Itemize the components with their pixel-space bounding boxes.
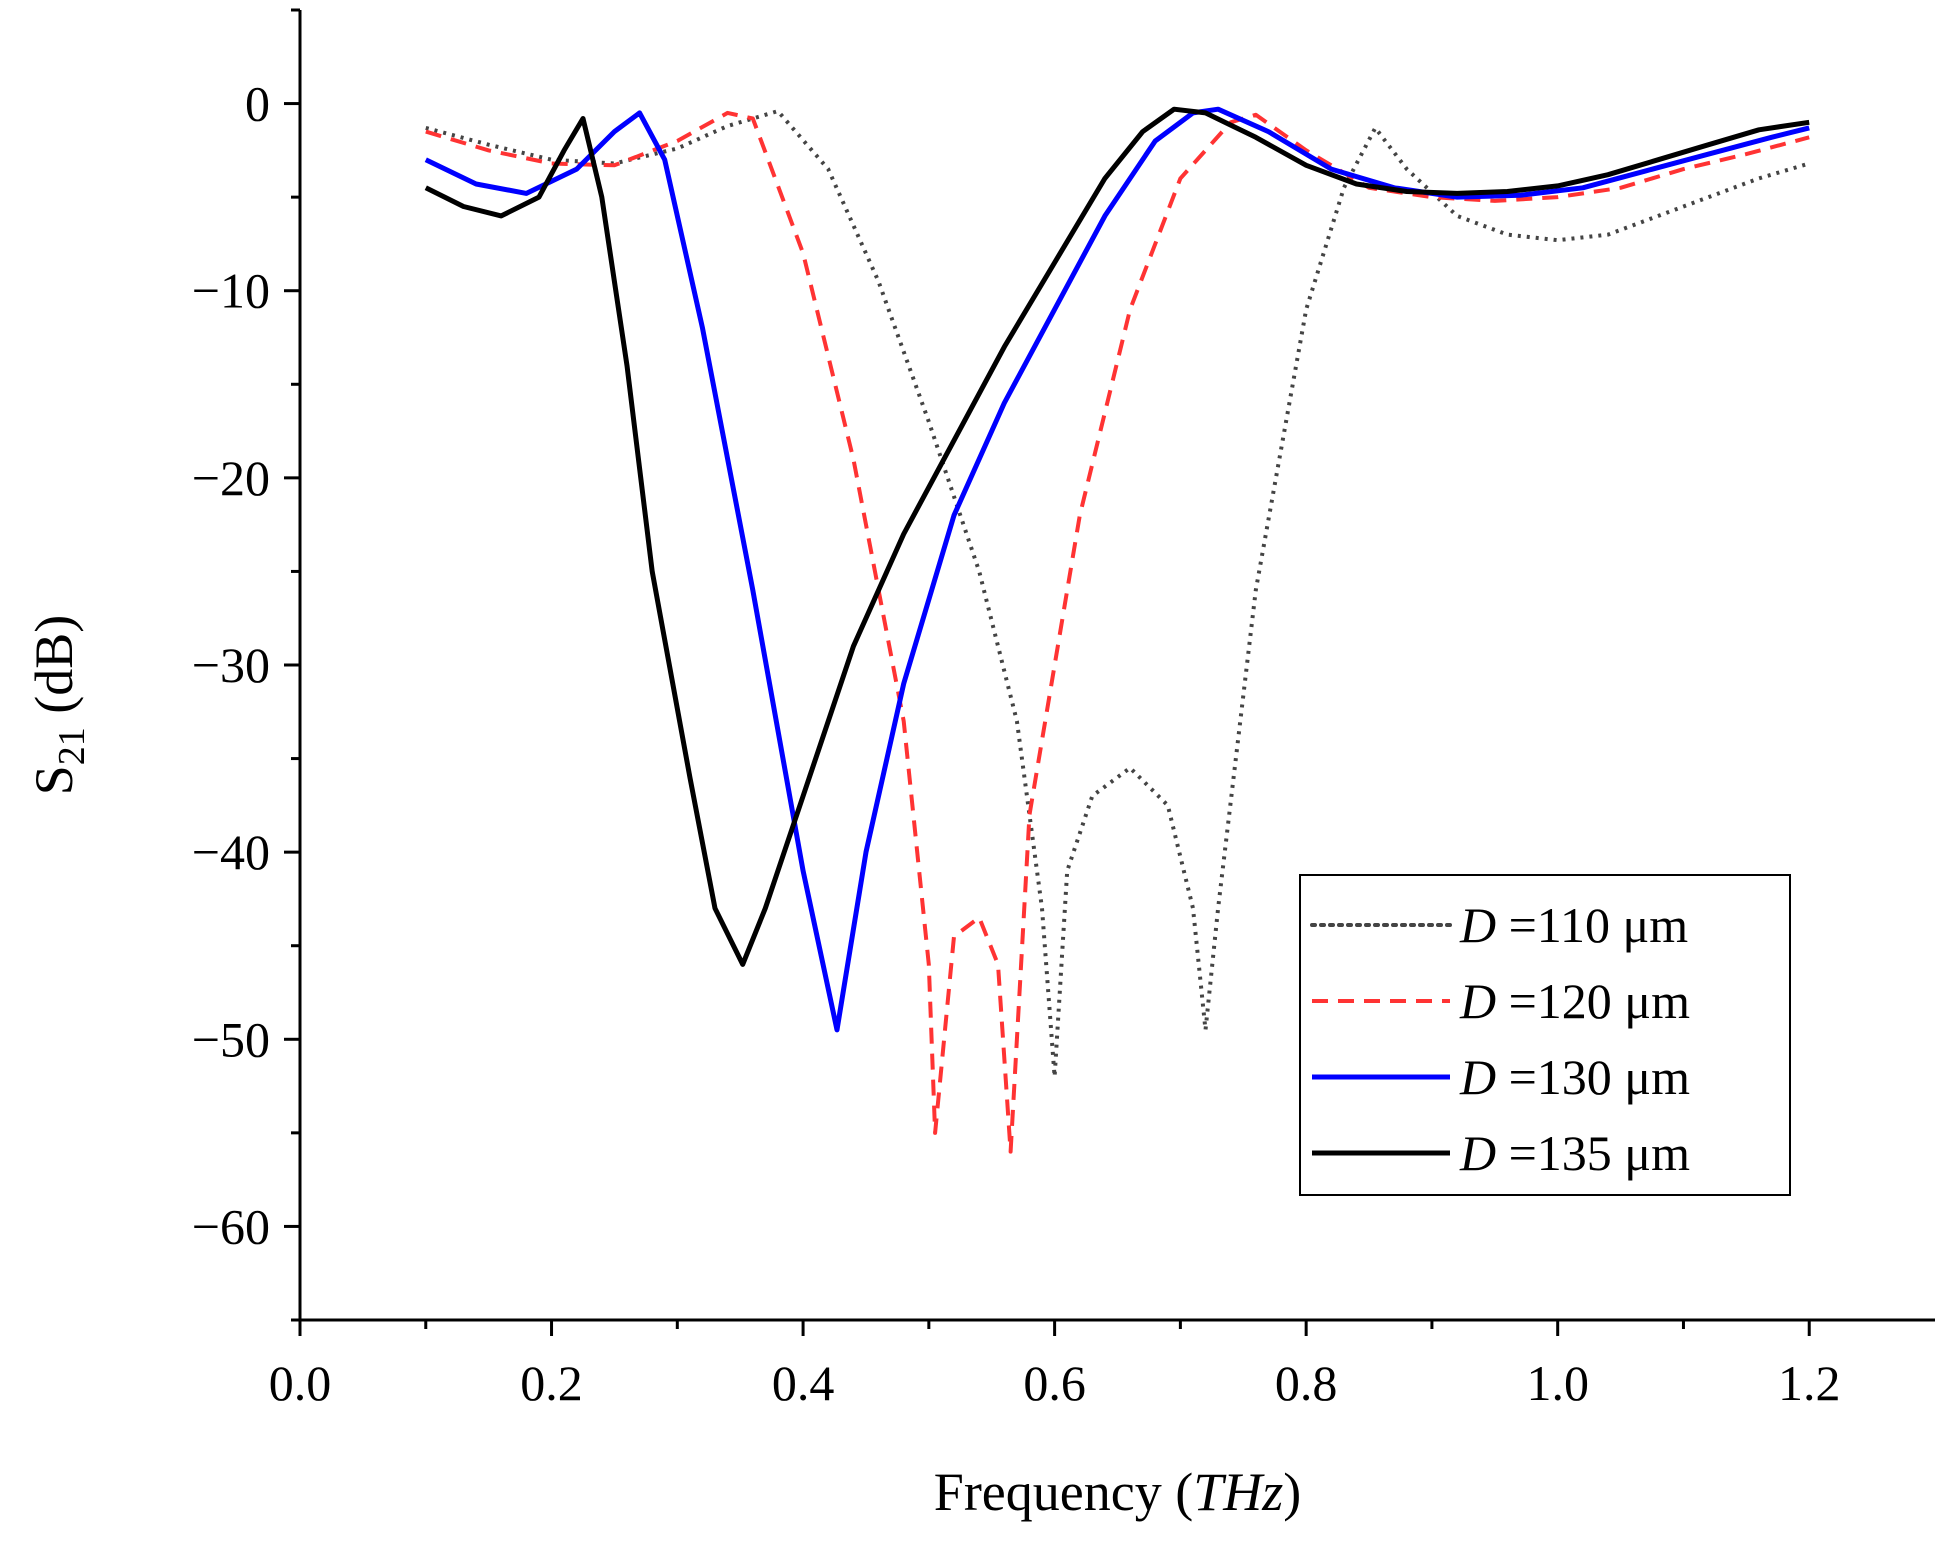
legend-label-value: =130 μm	[1496, 1049, 1690, 1105]
legend-label-value: =110 μm	[1496, 897, 1688, 953]
y-axis-title-main: S	[24, 765, 84, 795]
series-line-2	[425, 110, 1810, 1154]
x-ticks: 0.0 0.2 0.4 0.6 0.8 1.0 1.2	[269, 1320, 1841, 1411]
legend-label: D =130 μm	[1459, 1049, 1690, 1105]
x-tick-label: 0.0	[269, 1355, 332, 1411]
y-axis-title-unit: (dB)	[24, 615, 84, 727]
x-tick-label: 1.0	[1526, 1355, 1589, 1411]
series-line-4	[424, 106, 1810, 967]
legend-label-variable: D	[1459, 1049, 1496, 1105]
x-tick-label: 0.6	[1023, 1355, 1086, 1411]
y-tick-label: −30	[192, 637, 270, 693]
legend: D =110 μmD =120 μmD =130 μmD =135 μm	[1299, 874, 1791, 1196]
y-tick-label: −50	[192, 1011, 270, 1067]
x-axis-title-unit: THz	[1193, 1462, 1283, 1522]
y-tick-label: −20	[192, 450, 270, 506]
legend-label-value: =135 μm	[1496, 1125, 1690, 1181]
x-axis-title-open-paren: (	[1162, 1462, 1193, 1522]
legend-label-value: =120 μm	[1496, 973, 1690, 1029]
x-tick-label: 0.8	[1275, 1355, 1338, 1411]
y-axis-title: S21 (dB)	[24, 615, 93, 796]
x-tick-label: 1.2	[1778, 1355, 1841, 1411]
x-axis-title-close-paren: )	[1283, 1462, 1301, 1522]
axes: 0 −10 −20 −30 −40 −50 −60 0.0 0.2 0.4 0.6 0.8 1.0 1.…	[192, 8, 1935, 1411]
x-axis-title: Frequency (THz)	[934, 1462, 1301, 1522]
y-ticks: 0 −10 −20 −30 −40 −50 −60	[192, 8, 300, 1322]
legend-label: D =120 μm	[1459, 973, 1690, 1029]
legend-label-variable: D	[1459, 897, 1496, 953]
x-axis-title-main: Frequency	[934, 1462, 1162, 1522]
legend-label-variable: D	[1459, 973, 1496, 1029]
y-tick-label: −10	[192, 263, 270, 319]
plot-series	[424, 106, 1810, 1154]
series-line-3	[424, 106, 1810, 1033]
legend-label-variable: D	[1459, 1125, 1496, 1181]
legend-label: D =135 μm	[1459, 1125, 1690, 1181]
y-tick-label: 0	[245, 76, 270, 132]
y-axis-title-subscript: 21	[51, 727, 93, 765]
x-tick-label: 0.2	[520, 1355, 583, 1411]
legend-box	[1299, 874, 1791, 1196]
x-tick-label: 0.4	[772, 1355, 835, 1411]
legend-label: D =110 μm	[1459, 897, 1688, 953]
y-tick-label: −60	[192, 1198, 270, 1254]
y-tick-label: −40	[192, 824, 270, 880]
